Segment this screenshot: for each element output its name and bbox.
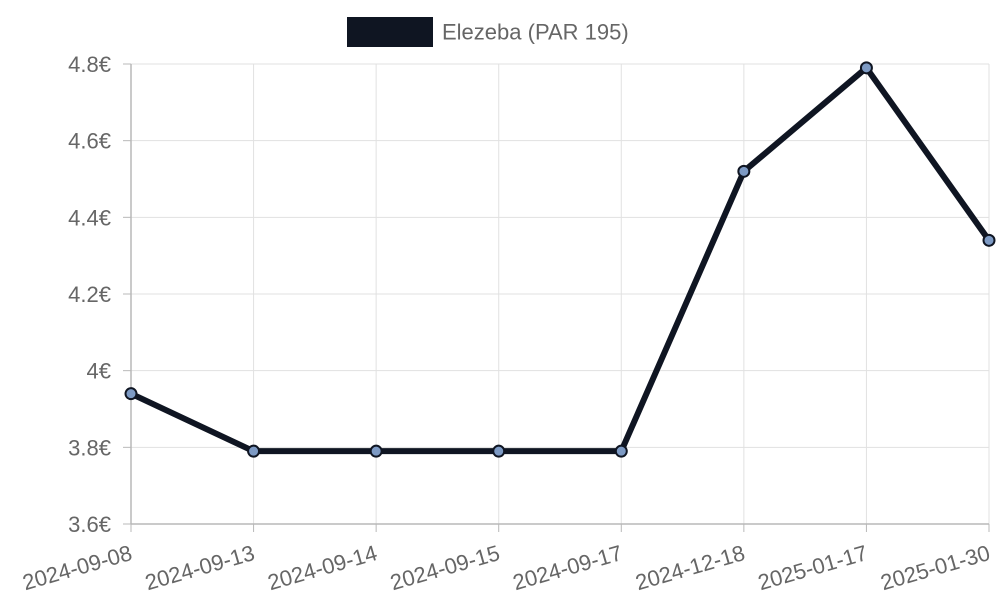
y-tick-label: 4.4€ [68,205,111,230]
x-tick-label: 2024-09-08 [20,540,135,595]
series-layer [124,61,996,458]
data-point[interactable] [492,444,506,458]
x-axis-ticks: 2024-09-08 2024-09-13 2024-09-14 2024-09-15… [20,524,993,595]
grid [130,63,990,525]
data-point[interactable] [369,444,383,458]
data-point[interactable] [859,61,873,75]
x-tick-label: 2024-12-18 [633,540,748,595]
data-point[interactable] [982,233,996,247]
y-tick-label: 4€ [87,359,111,384]
x-tick-label: 2024-09-17 [510,540,625,595]
x-tick-label: 2024-09-15 [387,540,502,595]
series-line [128,64,992,455]
x-tick-label: 2024-09-13 [142,540,257,595]
legend-label[interactable]: Elezeba (PAR 195) [442,20,629,45]
y-tick-label: 4.2€ [68,282,111,307]
y-tick-label: 4.8€ [68,52,111,77]
legend[interactable]: Elezeba (PAR 195) [347,17,629,47]
y-tick-label: 3.6€ [68,512,111,537]
data-point[interactable] [614,444,628,458]
data-point[interactable] [124,387,138,401]
y-tick-label: 4.6€ [68,129,111,154]
x-tick-label: 2025-01-30 [878,540,993,595]
y-tick-label: 3.8€ [68,435,111,460]
data-point[interactable] [247,444,261,458]
x-tick-label: 2025-01-17 [755,540,870,595]
x-tick-label: 2024-09-14 [265,540,380,595]
data-point[interactable] [737,164,751,178]
y-axis-ticks: 3.6€ 3.8€ 4€ 4.2€ 4.4€ 4.6€ 4.8€ [68,52,131,537]
legend-swatch[interactable] [347,17,433,47]
